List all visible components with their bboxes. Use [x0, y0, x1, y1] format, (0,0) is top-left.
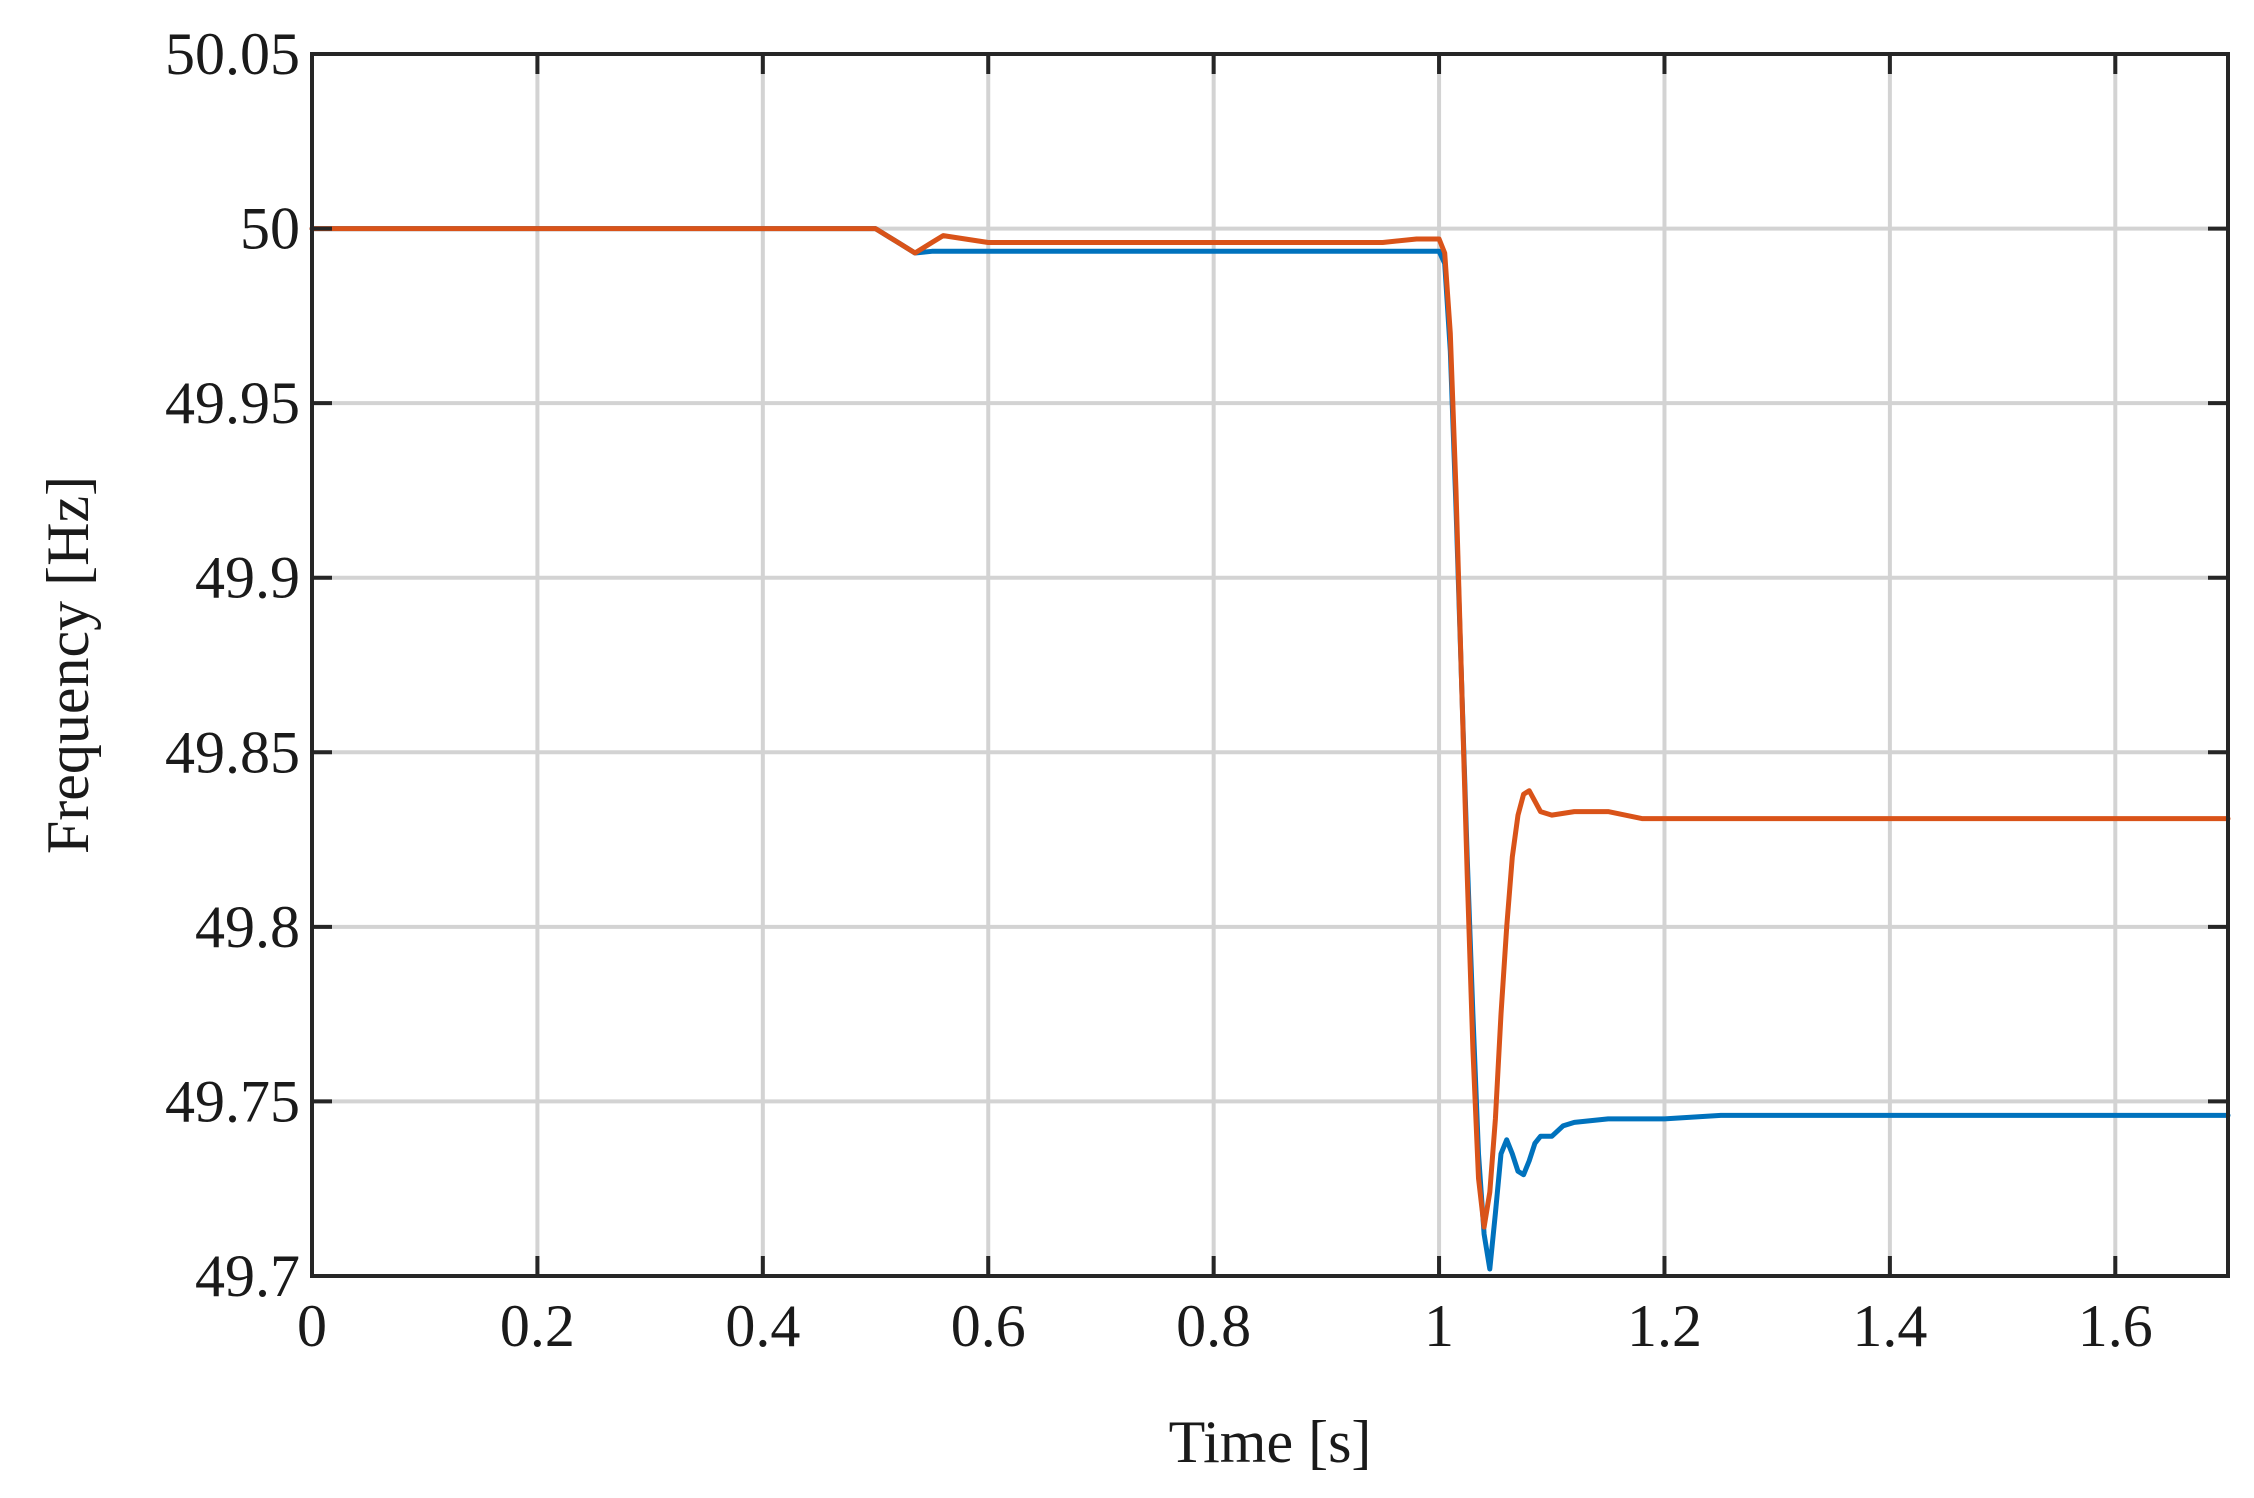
y-tick-label: 50.05: [165, 21, 300, 87]
x-tick-label: 1: [1424, 1293, 1454, 1359]
y-tick-label: 50: [240, 196, 300, 262]
plot-frame: [310, 52, 2230, 1278]
x-tick-label: 0.2: [500, 1293, 575, 1359]
x-tick-label: 0.4: [725, 1293, 800, 1359]
y-axis-title: Frequency [Hz]: [35, 476, 101, 854]
y-tick-label: 49.7: [195, 1243, 300, 1309]
y-tick-label: 49.85: [165, 719, 300, 785]
tick-labels: 0 0.2 0.4 0.6 0.8 1 1.2 1.4 1.6 49.7 49.75 49.8 49.8…: [165, 21, 2153, 1359]
y-tick-label: 49.9: [195, 545, 300, 611]
x-tick-label: 0.6: [951, 1293, 1026, 1359]
y-tick-label: 49.75: [165, 1068, 300, 1134]
series-line-2: [309, 226, 2231, 1230]
x-tick-label: 1.2: [1627, 1293, 1702, 1359]
y-tick-label: 49.95: [165, 370, 300, 436]
x-tick-label: 0: [297, 1293, 327, 1359]
x-axis-title: Time [s]: [1169, 1409, 1372, 1475]
x-tick-label: 1.6: [2078, 1293, 2153, 1359]
series-group: [309, 226, 2231, 1272]
ticks: [310, 52, 2228, 1278]
x-tick-label: 1.4: [1852, 1293, 1927, 1359]
x-tick-label: 0.8: [1176, 1293, 1251, 1359]
grid: [312, 54, 2228, 1276]
y-tick-label: 49.8: [195, 894, 300, 960]
